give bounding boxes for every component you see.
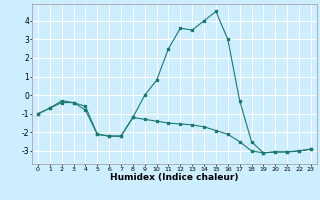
X-axis label: Humidex (Indice chaleur): Humidex (Indice chaleur): [110, 173, 239, 182]
